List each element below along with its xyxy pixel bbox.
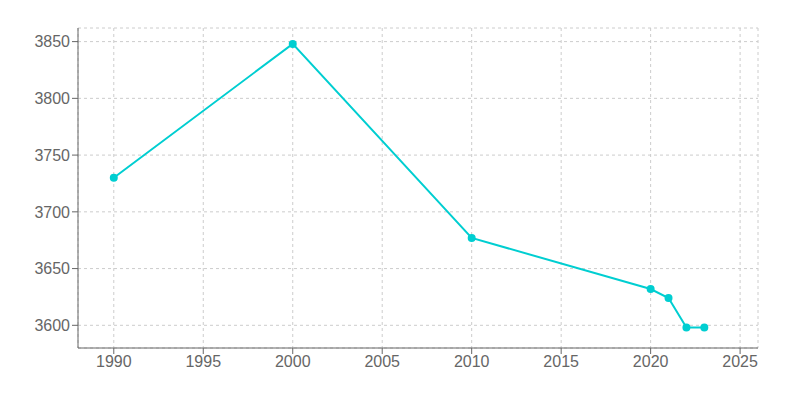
svg-text:3750: 3750: [34, 147, 70, 164]
svg-text:2005: 2005: [364, 353, 400, 370]
svg-text:3850: 3850: [34, 33, 70, 50]
svg-text:2015: 2015: [543, 353, 579, 370]
svg-text:3600: 3600: [34, 317, 70, 334]
svg-text:2020: 2020: [633, 353, 669, 370]
svg-text:2010: 2010: [454, 353, 490, 370]
svg-text:3650: 3650: [34, 260, 70, 277]
svg-text:1995: 1995: [185, 353, 221, 370]
svg-text:1990: 1990: [96, 353, 132, 370]
svg-text:2000: 2000: [275, 353, 311, 370]
svg-text:3700: 3700: [34, 204, 70, 221]
svg-text:2025: 2025: [722, 353, 758, 370]
svg-text:3800: 3800: [34, 90, 70, 107]
